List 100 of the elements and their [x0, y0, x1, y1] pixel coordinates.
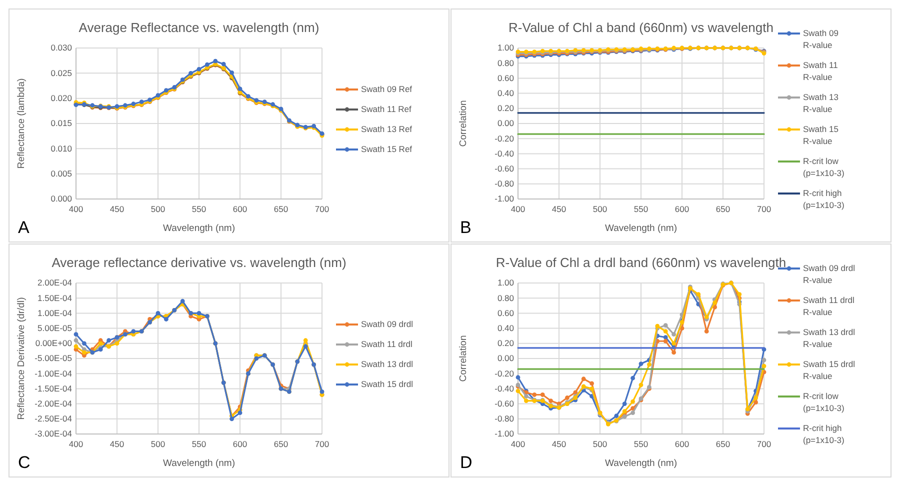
- y-tick-label: 0.40: [497, 88, 514, 98]
- y-axis-title: Reflectance Derivative (dr/dl): [16, 297, 27, 420]
- y-tick-label: 0.030: [50, 42, 72, 53]
- legend-label: Swath 13 R-value: [803, 92, 839, 114]
- y-tick-label: 1.00: [497, 278, 514, 288]
- y-tick-label: -1.00E-04: [34, 368, 72, 378]
- y-tick-label: 0.00: [497, 353, 514, 364]
- x-tick-label: 650: [274, 204, 288, 214]
- y-tick-label: 0.20: [497, 103, 514, 114]
- text: B: [460, 218, 472, 237]
- x-tick-label: 550: [634, 204, 648, 214]
- x-tick-label: 400: [68, 439, 84, 449]
- y-tick-label: 0.005: [50, 168, 72, 179]
- y-axis-title: Correlation: [458, 100, 469, 147]
- y-tick-label: -0.80: [494, 178, 514, 189]
- x-tick-label: 400: [68, 204, 84, 214]
- x-tick-label: 450: [110, 439, 124, 449]
- x-tick-label: 600: [232, 204, 248, 214]
- legend-label: Swath 09 drdl R-value: [803, 263, 856, 286]
- legend-label: Swath 13 drdl R-value: [803, 327, 856, 350]
- text: D: [460, 453, 472, 472]
- y-tick-label: 0.60: [497, 308, 514, 318]
- y-tick-label: 0.00: [497, 118, 514, 128]
- y-tick-label: -0.40: [494, 148, 514, 158]
- legend-label: Swath 15 Ref: [361, 144, 413, 154]
- y-tick-label: 0.80: [497, 58, 514, 68]
- x-tick-label: 700: [756, 439, 772, 449]
- text: C: [18, 453, 30, 472]
- y-tick-label: -1.00: [494, 428, 514, 439]
- legend-label: Swath 11 R-value: [803, 60, 838, 82]
- x-axis-title: Wavelength (nm): [163, 458, 235, 469]
- x-tick-label: 450: [552, 439, 566, 449]
- y-tick-label: 0.020: [50, 93, 72, 104]
- chart-title: R-Value of Chl a drdl band (660nm) vs wavelength: [496, 255, 786, 270]
- y-tick-label: -0.20: [494, 368, 514, 378]
- x-axis-title: Wavelength (nm): [605, 223, 677, 234]
- x-axis-title: Wavelength (nm): [163, 223, 235, 234]
- legend-label: R-crit low (p=1x10-3): [803, 391, 845, 414]
- legend-label: Swath 09 drdl: [361, 319, 414, 330]
- x-axis-title: Wavelength (nm): [605, 458, 677, 469]
- x-tick-label: 700: [314, 439, 330, 449]
- x-tick-label: 500: [592, 439, 608, 449]
- x-tick-label: 400: [510, 439, 526, 449]
- x-tick-label: 650: [716, 204, 730, 214]
- y-tick-label: -0.60: [494, 164, 514, 174]
- x-tick-label: 450: [110, 204, 124, 214]
- y-tick-label: 0.025: [50, 68, 72, 78]
- chart-title: Average reflectance derivative vs. wavelength (nm): [52, 255, 346, 270]
- y-tick-label: -0.20: [494, 133, 514, 144]
- y-axis-title: Correlation: [458, 335, 469, 382]
- legend-label: Swath 09 Ref: [361, 84, 413, 94]
- y-tick-label: 0.20: [497, 338, 514, 348]
- y-tick-label: 1.00E-04: [38, 308, 72, 318]
- y-tick-label: -2.00E-04: [34, 398, 72, 409]
- y-tick-label: 0.80: [497, 292, 514, 303]
- x-tick-label: 500: [592, 204, 608, 214]
- legend-label: Swath 15 drdl R-value: [803, 359, 856, 382]
- y-tick-label: 1.00: [497, 42, 514, 53]
- x-tick-label: 550: [192, 439, 206, 449]
- legend-label: Swath 15 R-value: [803, 124, 839, 146]
- y-tick-label: -1.00: [494, 194, 514, 204]
- x-tick-label: 550: [634, 439, 648, 449]
- legend-label: R-crit high (p=1x10-3): [803, 423, 845, 446]
- y-tick-label: 0.010: [50, 143, 72, 154]
- legend-label: R-crit low (p=1x10-3): [803, 156, 845, 178]
- y-tick-label: 5.00E-05: [38, 323, 72, 334]
- legend-label: Swath 11 drdl: [361, 339, 412, 350]
- x-tick-label: 700: [756, 204, 772, 214]
- y-tick-label: 0.015: [50, 118, 72, 128]
- y-tick-label: -0.60: [494, 398, 514, 409]
- x-tick-label: 600: [674, 439, 690, 449]
- x-tick-label: 650: [716, 439, 730, 449]
- y-tick-label: -5.00E-05: [34, 353, 72, 364]
- legend-label: Swath 15 drdl: [361, 379, 414, 390]
- legend-label: Swath 13 drdl: [361, 359, 414, 370]
- legend-label: Swath 09 R-value: [803, 28, 839, 50]
- legend-label: Swath 11 Ref: [361, 104, 412, 114]
- y-tick-label: 2.00E-04: [38, 278, 72, 288]
- y-tick-label: -3.00E-04: [34, 428, 72, 439]
- chart-title: Average Reflectance vs. wavelength (nm): [78, 20, 320, 35]
- x-tick-label: 550: [192, 204, 206, 214]
- y-tick-label: -2.50E-04: [34, 414, 72, 424]
- x-tick-label: 450: [552, 204, 566, 214]
- x-tick-label: 500: [150, 204, 166, 214]
- y-axis-title: Reflectance (lambda): [16, 78, 27, 169]
- y-tick-label: -1.50E-04: [34, 383, 72, 394]
- x-tick-label: 500: [150, 439, 166, 449]
- x-tick-label: 650: [274, 439, 288, 449]
- y-tick-label: 0.40: [497, 323, 514, 334]
- y-tick-label: 0.60: [497, 72, 514, 83]
- x-tick-label: 700: [314, 204, 330, 214]
- y-tick-label: 0.000: [50, 194, 72, 204]
- y-tick-label: 0.00E+00: [35, 338, 72, 348]
- x-tick-label: 600: [674, 204, 690, 214]
- y-tick-label: -0.80: [494, 414, 514, 424]
- legend-label: Swath 13 Ref: [361, 124, 413, 134]
- y-tick-label: 1.50E-04: [38, 292, 72, 303]
- chart-title: R-Value of Chl a band (660nm) vs wavelength: [508, 20, 774, 35]
- x-tick-label: 600: [232, 439, 248, 449]
- y-tick-label: -0.40: [494, 383, 514, 394]
